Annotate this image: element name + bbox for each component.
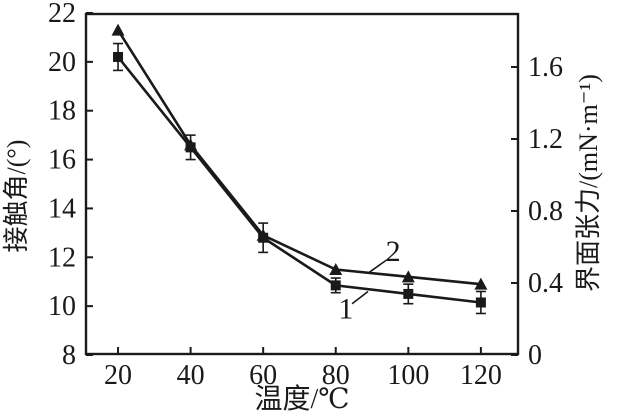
x-axis-title: 温度/℃ (254, 384, 350, 415)
right-tick-label: 0.8 (528, 196, 563, 227)
left-tick-label: 10 (48, 291, 76, 322)
series-1-square-marker (403, 288, 414, 299)
series-1-square-marker (475, 297, 486, 308)
bottom-tick-label: 120 (460, 360, 502, 391)
bottom-tick-label: 100 (387, 360, 429, 391)
left-tick-label: 8 (62, 340, 76, 371)
left-tick-label: 20 (48, 47, 76, 78)
series-2-triangle-marker (474, 277, 488, 290)
curve-label-1: 1 (338, 293, 353, 326)
right-tick-label: 1.6 (528, 52, 563, 83)
series-2-triangle-marker (256, 228, 270, 241)
right-tick-label: 1.2 (528, 124, 563, 155)
curve-label-leader-1 (351, 290, 369, 305)
bottom-tick-label: 20 (104, 360, 132, 391)
series-1-square-marker (330, 280, 341, 291)
left-tick-label: 12 (48, 242, 76, 273)
series-2-line (116, 29, 482, 286)
right-tick-label: 0 (528, 340, 542, 371)
left-axis-title: 接触角/(°) (2, 139, 31, 253)
plot-frame (84, 12, 520, 356)
curve-label-2: 2 (386, 235, 401, 268)
left-tick-label: 14 (48, 193, 76, 224)
series-2-triangle-marker (329, 263, 343, 275)
series-2-triangle-marker (184, 138, 198, 151)
bottom-tick-label: 80 (322, 360, 350, 391)
series-2-triangle-marker (111, 23, 125, 36)
bottom-tick-label: 40 (177, 360, 205, 391)
left-tick-label: 18 (48, 96, 76, 127)
bottom-tick-label: 60 (249, 360, 277, 391)
series-1-square-marker (113, 51, 124, 62)
curve-label-leader-2 (367, 259, 388, 274)
left-tick-label: 22 (48, 0, 76, 29)
series-2-triangle-marker (401, 270, 415, 283)
right-tick-label: 0.4 (528, 268, 563, 299)
right-axis-title: 界面张力/(mN·m⁻¹) (574, 74, 603, 292)
left-tick-label: 16 (48, 145, 76, 176)
series-1-line (117, 56, 482, 304)
